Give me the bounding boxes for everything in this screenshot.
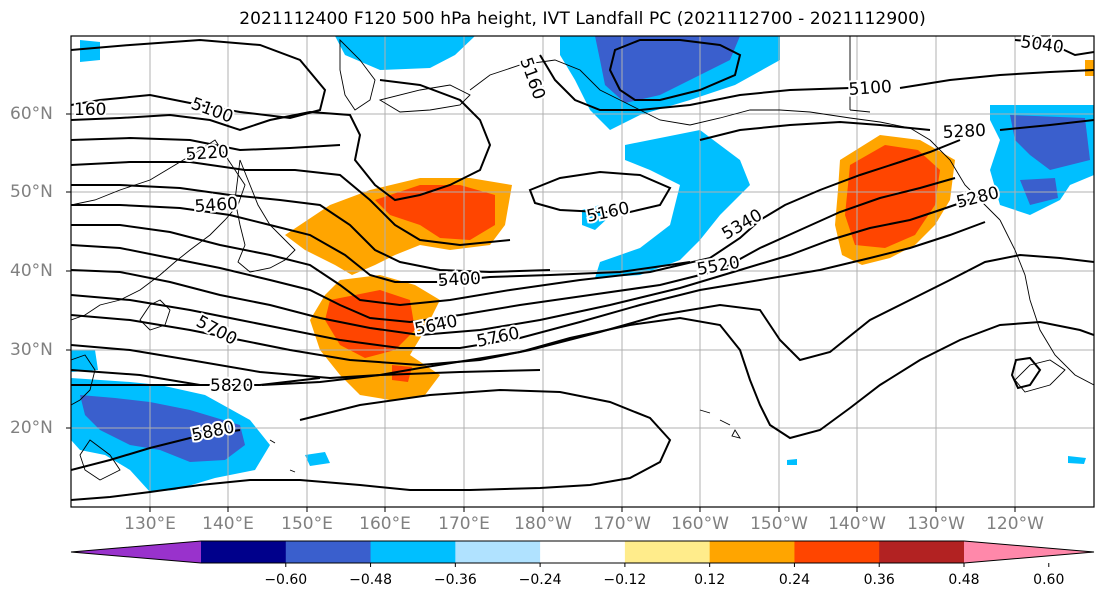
- lat-label-20n: 20°N: [10, 418, 53, 438]
- colorbar-swatch: [201, 541, 287, 563]
- colorbar-swatch: [285, 541, 372, 563]
- contour-label: 5040: [1019, 32, 1065, 58]
- colorbar-swatch: [540, 541, 626, 563]
- colorbar-tick-label: 0.24: [778, 572, 811, 588]
- lon-label: 170°W: [593, 514, 651, 534]
- contour-label: 5400: [437, 269, 481, 291]
- colorbar-extend-low: [71, 541, 201, 563]
- colorbar-tick-label: 0.36: [863, 572, 895, 588]
- colorbar-swatch: [370, 541, 456, 563]
- lon-label: 150°E: [281, 514, 333, 534]
- lon-label: 160°W: [671, 514, 729, 534]
- ivt-negative-shading: [71, 36, 1094, 492]
- colorbar-tick-label: −0.24: [518, 572, 562, 588]
- colorbar-swatch: [455, 541, 541, 563]
- colorbar-tick-label: −0.12: [603, 572, 647, 588]
- colorbar-swatch: [709, 541, 795, 563]
- lon-label: 180°W: [514, 514, 572, 534]
- colorbar-swatch: [879, 541, 965, 563]
- colorbar-tick-label: −0.60: [264, 572, 308, 588]
- lon-label: 130°W: [907, 514, 965, 534]
- lon-label: 140°E: [202, 514, 254, 534]
- colorbar-swatch: [794, 541, 880, 563]
- colorbar-tick-label: 0.12: [694, 572, 726, 588]
- colorbar-tick-label: −0.48: [349, 572, 392, 588]
- lat-label-40n: 40°N: [10, 261, 53, 281]
- colorbar-tick-label: −0.36: [433, 572, 477, 588]
- graticule: [71, 36, 1094, 507]
- contour-label: 5280: [942, 121, 986, 143]
- lat-label-30n: 30°N: [10, 340, 53, 360]
- lon-label: 160°E: [359, 514, 411, 534]
- lon-label: 170°E: [438, 514, 490, 534]
- colorbar-tick-label: 0.48: [948, 572, 980, 588]
- coastlines: [71, 36, 1094, 481]
- colorbar-swatch: [624, 541, 711, 563]
- lon-label: 120°W: [986, 514, 1044, 534]
- map-title: 2021112400 F120 500 hPa height, IVT Land…: [239, 9, 926, 29]
- lat-label-50n: 50°N: [10, 182, 53, 202]
- lon-label: 140°W: [828, 514, 886, 534]
- lon-label: 130°E: [124, 514, 176, 534]
- lon-label: 150°W: [750, 514, 808, 534]
- contour-label: 5820: [210, 376, 253, 396]
- lat-label-60n: 60°N: [10, 104, 53, 124]
- colorbar-tick-label: 0.60: [1033, 572, 1065, 588]
- height-contours: [71, 38, 1094, 501]
- contour-label: 160: [74, 100, 106, 120]
- colorbar-extend-high: [964, 541, 1094, 563]
